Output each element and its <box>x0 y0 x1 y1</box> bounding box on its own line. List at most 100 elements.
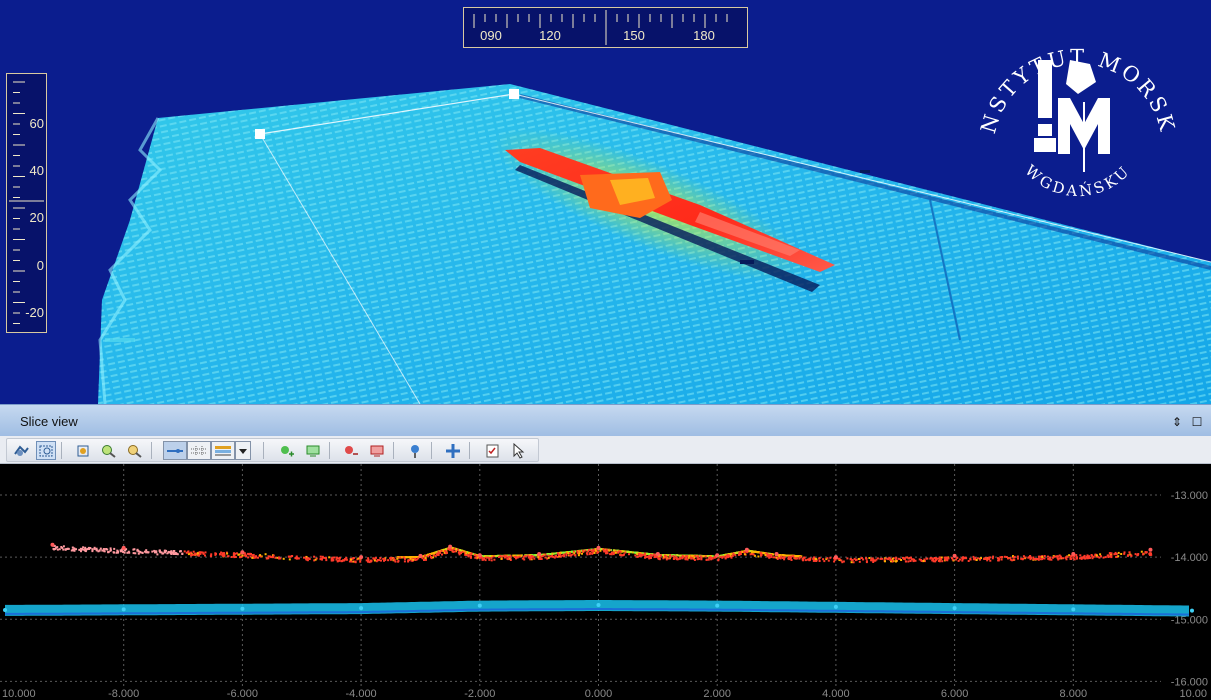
wreck-point <box>547 554 550 557</box>
wreck-point <box>136 549 139 552</box>
wreck-point <box>295 557 298 560</box>
pin-icon[interactable] <box>405 441 425 460</box>
wreck-point <box>606 552 609 555</box>
wreck-data-point <box>448 544 453 549</box>
wreck-point <box>475 555 478 558</box>
wreck-point <box>137 552 140 555</box>
wreck-point <box>520 554 523 557</box>
y-tick-label: -14.000 <box>1171 552 1208 564</box>
wreck-point <box>192 553 195 556</box>
wreck-point <box>470 555 472 558</box>
wreck-point <box>653 556 656 559</box>
wreck-point <box>481 557 484 560</box>
point-remove-icon[interactable] <box>341 441 361 460</box>
wreck-point <box>912 558 914 561</box>
wreck-point <box>53 548 56 551</box>
wreck-point <box>102 548 105 551</box>
wreck-point <box>842 560 845 563</box>
wreck-point <box>665 558 668 561</box>
wreck-point <box>946 558 949 561</box>
dropdown-icon[interactable] <box>235 441 251 460</box>
wreck-point <box>544 553 547 556</box>
3d-view[interactable]: 090 120 150 180 60 40 20 0 -20 INSTYTUT MORSKI … <box>0 0 1211 404</box>
wreck-point <box>166 552 169 555</box>
wreck-point <box>373 559 376 562</box>
wreck-point <box>392 559 395 562</box>
wreck-point <box>54 547 57 550</box>
wreck-point <box>679 554 682 557</box>
wreck-point <box>617 551 619 554</box>
wreck-point <box>91 550 94 553</box>
wreck-point <box>729 554 732 557</box>
wreck-point <box>944 557 947 560</box>
move-icon[interactable] <box>11 441 31 460</box>
wreck-point <box>1134 553 1137 556</box>
wreck-point <box>1115 556 1118 558</box>
pointer-icon[interactable] <box>509 441 529 460</box>
wreck-point <box>530 558 533 561</box>
point-box-icon[interactable] <box>303 441 323 460</box>
crosshair-icon[interactable] <box>443 441 463 460</box>
wreck-point <box>1083 557 1086 560</box>
checklist-icon[interactable] <box>483 441 503 460</box>
wreck-point <box>509 559 512 561</box>
wreck-point <box>763 552 766 555</box>
resize-arrows-button[interactable]: ⇕ <box>1171 415 1183 429</box>
wreck-point <box>210 555 213 558</box>
wreck-point <box>336 560 339 563</box>
wreck-point <box>653 555 656 557</box>
wreck-point <box>1056 555 1059 558</box>
wreck-point <box>902 556 904 559</box>
color-view-icon[interactable] <box>211 441 235 460</box>
slice-chart[interactable]: 10.000 -8.000 -6.000 -4.000 -2.000 0.000 2.000… <box>0 464 1211 700</box>
wreck-point <box>319 558 322 561</box>
wreck-point <box>451 547 454 550</box>
wreck-point <box>604 548 607 551</box>
wreck-point <box>1022 555 1025 558</box>
point-box-remove-icon[interactable] <box>367 441 387 460</box>
grid-view-icon[interactable] <box>187 441 211 460</box>
wreck-point <box>198 551 201 554</box>
wreck-point <box>638 554 641 557</box>
wreck-point <box>934 559 937 562</box>
wreck-point <box>344 558 347 560</box>
wreck-point <box>638 553 641 556</box>
zoom-out-icon[interactable] <box>125 441 145 460</box>
wreck-point <box>232 553 235 556</box>
wreck-point <box>400 556 403 559</box>
wreck-point <box>66 547 69 550</box>
point-add-icon[interactable] <box>277 441 297 460</box>
wreck-point <box>806 558 809 561</box>
wreck-point <box>466 551 469 554</box>
wreck-point <box>250 553 252 555</box>
wreck-point <box>881 557 883 560</box>
line-view-icon[interactable] <box>163 441 187 460</box>
wreck-point <box>787 555 790 558</box>
wreck-point <box>643 554 646 556</box>
wreck-point <box>1021 558 1024 561</box>
wreck-point <box>407 560 410 563</box>
wreck-point <box>741 550 744 553</box>
wreck-point <box>946 556 949 559</box>
wreck-point <box>257 556 259 559</box>
fit-extent-icon[interactable] <box>73 441 93 460</box>
select-region-icon[interactable] <box>36 441 56 460</box>
wreck-point <box>688 555 691 558</box>
wreck-point <box>123 551 126 554</box>
wreck-point <box>414 556 417 558</box>
seabed-data-point <box>121 607 126 612</box>
wreck-point <box>233 554 236 557</box>
zoom-in-icon[interactable] <box>99 441 119 460</box>
wreck-point <box>116 549 119 552</box>
wreck-point <box>204 554 206 557</box>
restore-window-button[interactable]: ☐ <box>1191 415 1203 429</box>
survey-handle <box>509 89 519 99</box>
wreck-point <box>141 551 144 554</box>
wreck-point <box>951 557 953 560</box>
wreck-point <box>818 560 821 562</box>
wreck-point <box>857 558 860 560</box>
wreck-point <box>1148 552 1151 555</box>
wreck-point <box>430 557 433 560</box>
wreck-point <box>392 557 395 560</box>
wreck-point <box>464 553 467 556</box>
